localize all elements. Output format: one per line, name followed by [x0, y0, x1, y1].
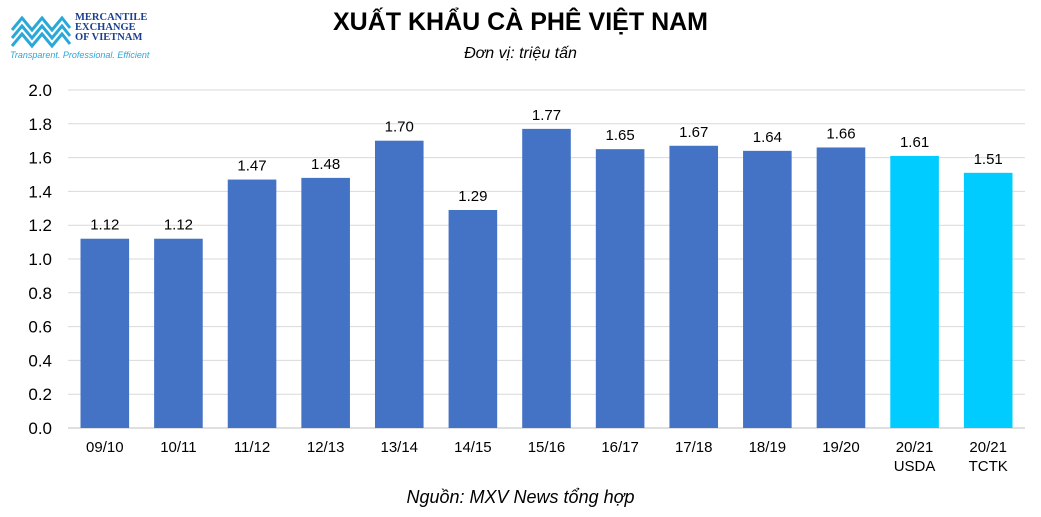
x-tick-label: 20/21: [896, 439, 934, 456]
bar: [963, 172, 1013, 428]
bar-value-label: 1.12: [90, 217, 119, 234]
y-tick-label: 2.0: [28, 81, 52, 100]
bar: [301, 177, 350, 428]
x-tick-label: 18/19: [749, 439, 787, 456]
y-tick-label: 0.6: [28, 318, 52, 337]
bar: [154, 238, 203, 428]
x-tick-label: 10/11: [160, 439, 196, 456]
x-tick-label: 14/15: [454, 439, 492, 456]
chart-subtitle: Đơn vị: triệu tấn: [464, 45, 577, 62]
x-tick-label: 13/14: [380, 439, 418, 456]
y-tick-label: 0.4: [28, 351, 52, 370]
y-tick-label: 1.0: [28, 250, 52, 269]
x-tick-label: 19/20: [822, 439, 860, 456]
bar-value-label: 1.51: [974, 151, 1003, 168]
x-tick-label: 12/13: [307, 439, 345, 456]
x-tick-label: 09/10: [86, 439, 124, 456]
bar: [522, 128, 571, 428]
bar-value-label: 1.48: [311, 156, 340, 173]
x-tick-label: 15/16: [528, 439, 566, 456]
logo-wordmark: MERCANTILE EXCHANGE OF VIETNAM: [75, 12, 148, 43]
logo-mark-icon: [10, 15, 72, 49]
chart-title: XUẤT KHẨU CÀ PHÊ VIỆT NAM: [332, 8, 708, 36]
company-logo: MERCANTILE EXCHANGE OF VIETNAM Transpare…: [8, 8, 158, 64]
bar-value-label: 1.70: [385, 119, 414, 136]
bar: [448, 209, 498, 428]
bar: [374, 140, 424, 428]
bar: [595, 149, 645, 428]
y-tick-label: 0.0: [28, 419, 52, 438]
y-tick-label: 1.2: [28, 216, 52, 235]
x-tick-label: 20/21: [969, 439, 1007, 456]
bar-value-label: 1.47: [237, 158, 266, 175]
logo-tagline: Transparent. Professional. Efficient: [10, 50, 150, 60]
x-tick-label: 11/12: [234, 439, 270, 456]
x-tick-label: 17/18: [675, 439, 713, 456]
bar: [669, 145, 719, 428]
bar-value-label: 1.66: [826, 125, 855, 142]
bar-value-label: 1.29: [458, 188, 487, 205]
bar: [816, 147, 866, 428]
bar-value-label: 1.77: [532, 107, 561, 124]
x-tick-label: USDA: [894, 458, 936, 475]
source-note: Nguồn: MXV News tổng hợp: [406, 487, 635, 507]
x-tick-label: TCTK: [969, 458, 1008, 475]
logo-line-3: OF VIETNAM: [75, 32, 143, 43]
x-tick-label: 16/17: [601, 439, 639, 456]
bar: [743, 150, 792, 428]
logo-line-2: EXCHANGE: [75, 22, 136, 33]
logo-line-1: MERCANTILE: [75, 12, 148, 23]
bar-value-label: 1.65: [606, 127, 635, 144]
bar: [80, 238, 130, 428]
bar-value-label: 1.64: [753, 129, 782, 146]
bar: [890, 155, 939, 428]
y-tick-label: 0.2: [28, 385, 52, 404]
bar: [227, 179, 277, 428]
bar-value-label: 1.67: [679, 124, 708, 141]
y-tick-label: 1.8: [28, 115, 52, 134]
bar-value-label: 1.12: [164, 217, 193, 234]
y-tick-label: 1.4: [28, 182, 52, 201]
bar-value-label: 1.61: [900, 134, 929, 151]
y-tick-label: 1.6: [28, 149, 52, 168]
y-tick-label: 0.8: [28, 284, 52, 303]
